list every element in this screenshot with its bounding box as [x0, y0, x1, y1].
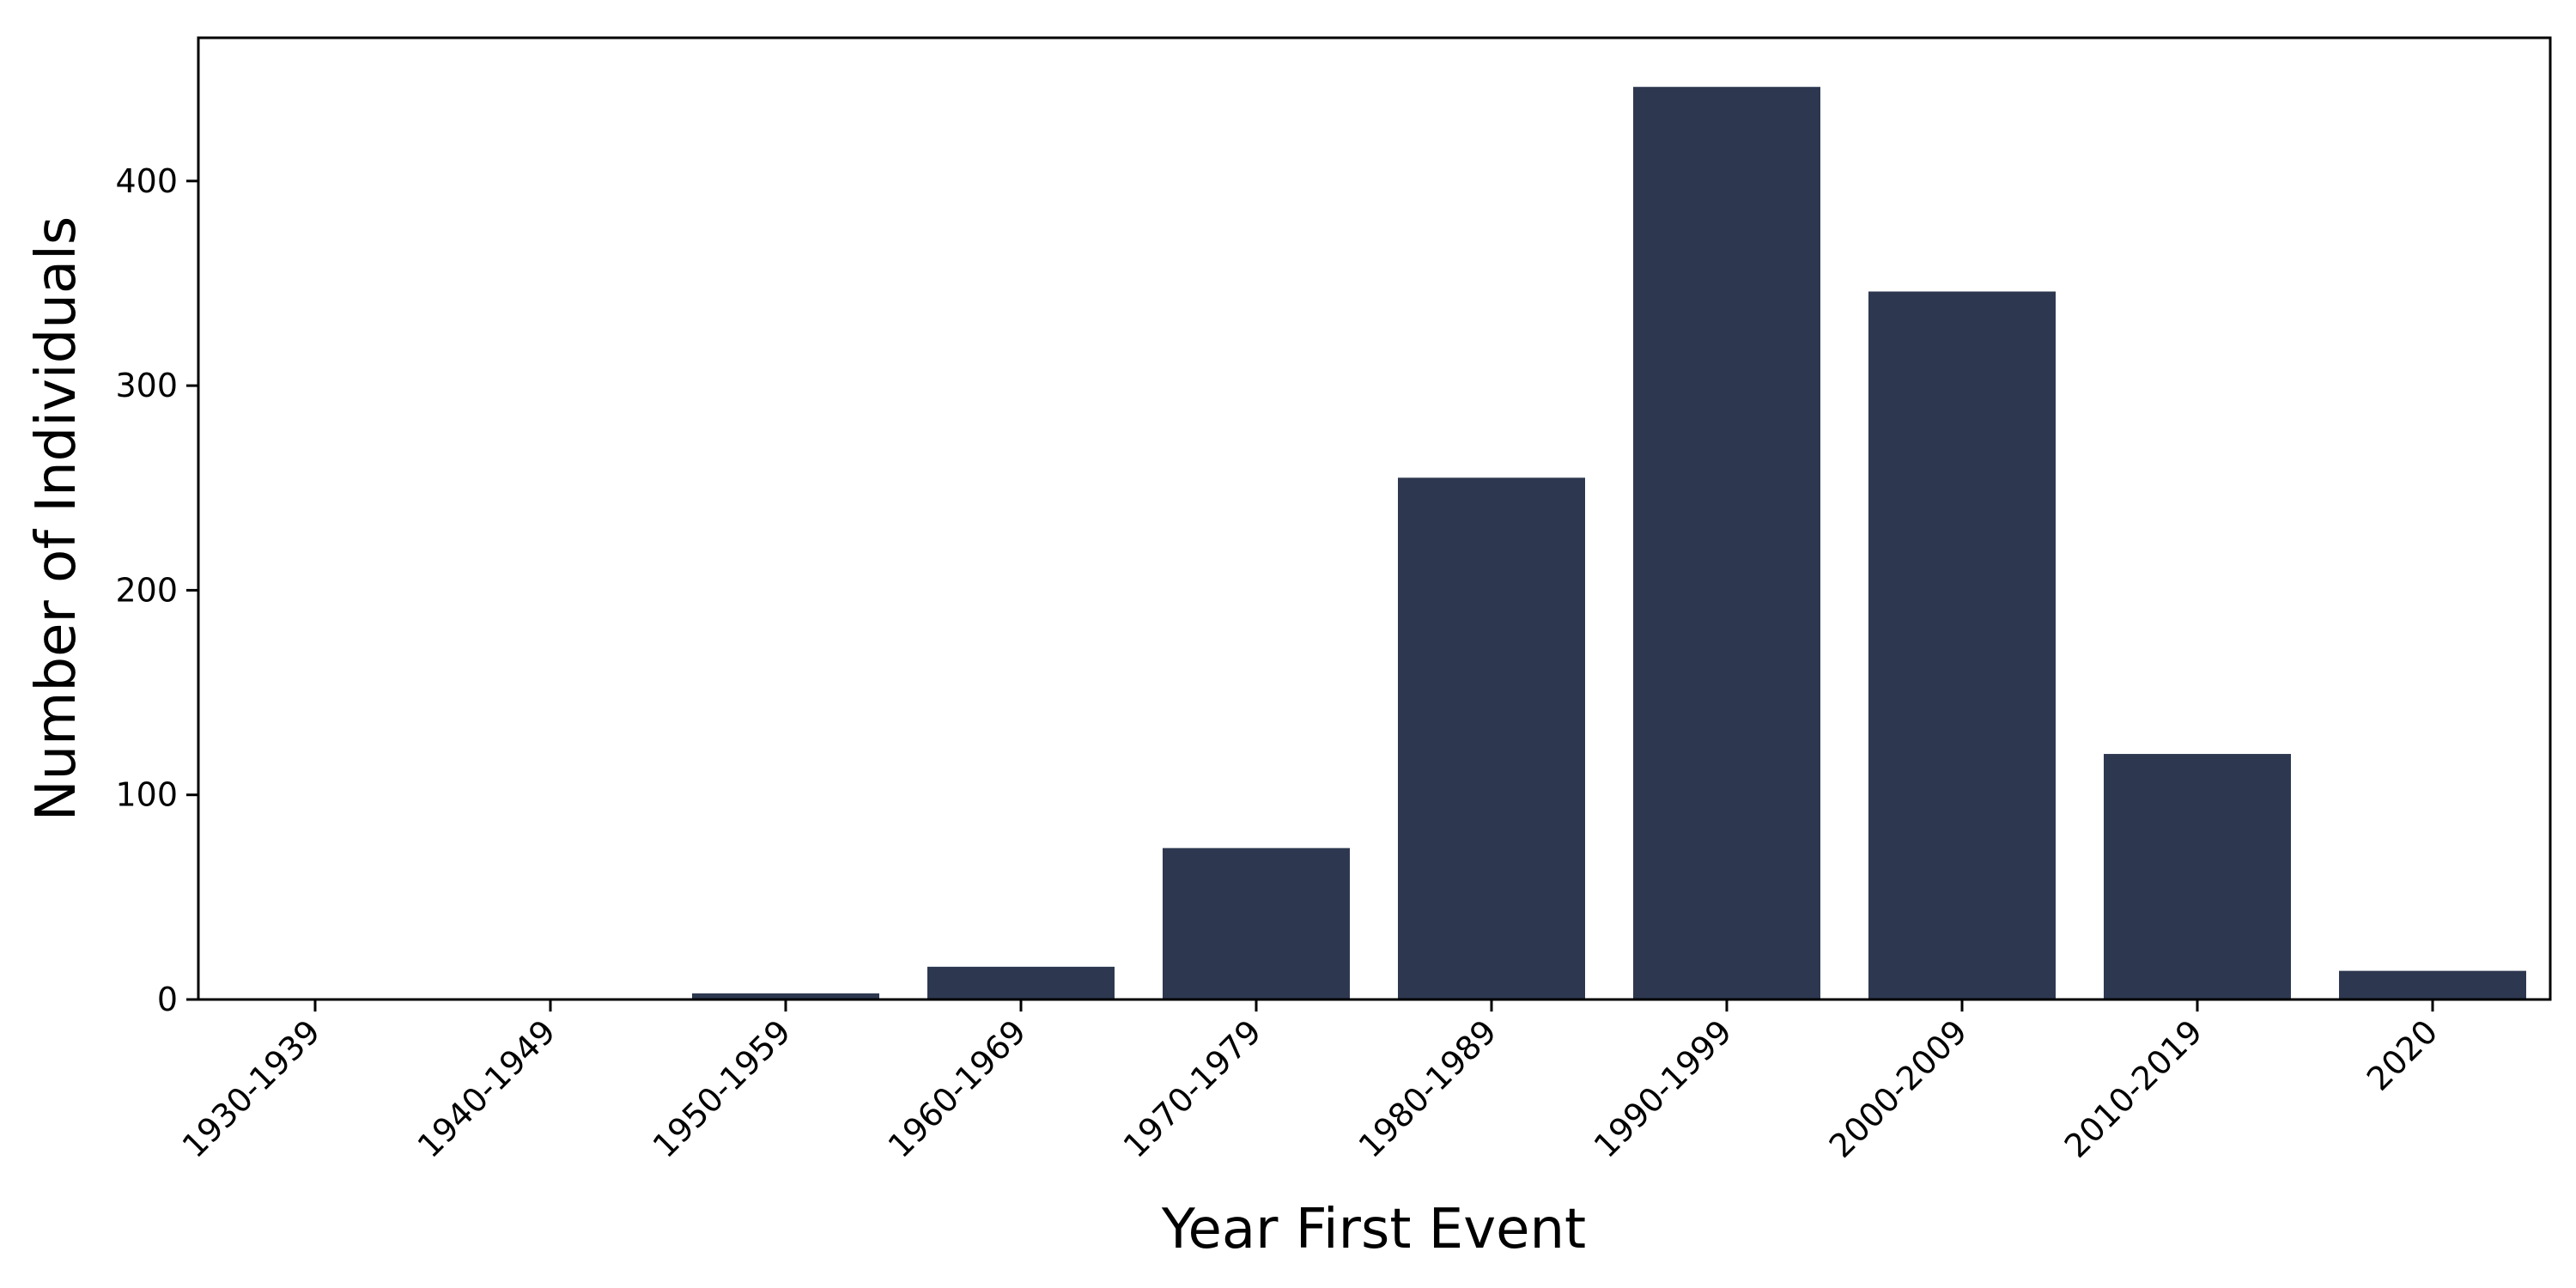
bar-1970-1979 — [1163, 848, 1350, 999]
bar-1980-1989 — [1398, 477, 1585, 999]
x-tick-label: 2000-2009 — [1822, 1012, 1975, 1165]
y-tick-label: 300 — [115, 367, 178, 404]
x-tick-label: 1930-1939 — [175, 1012, 328, 1165]
y-axis-ticks: 0 100 200 300 400 — [115, 162, 198, 1018]
x-tick-label: 1950-1959 — [646, 1012, 799, 1165]
plot-frame — [197, 36, 2552, 1001]
bar-2010-2019 — [2104, 754, 2291, 999]
bar-1950-1959 — [692, 993, 879, 999]
y-tick-label: 200 — [115, 571, 178, 609]
bar-1960-1969 — [927, 966, 1115, 999]
y-tick-label: 100 — [115, 776, 178, 814]
x-tick-label: 2010-2019 — [2057, 1012, 2210, 1165]
x-tick-label: 1940-1949 — [410, 1012, 563, 1165]
bar-2000-2009 — [1868, 291, 2056, 999]
x-tick-label: 2020 — [2360, 1012, 2445, 1098]
x-tick-label: 1960-1969 — [881, 1012, 1034, 1165]
y-tick-label: 0 — [157, 981, 178, 1018]
y-tick-label: 400 — [115, 162, 178, 200]
x-tick-label: 1970-1979 — [1116, 1012, 1269, 1165]
y-axis-title: Number of Individuals — [25, 216, 88, 822]
x-axis-ticks: 1930-1939 1940-1949 1950-1959 1960-1969 1970… — [175, 999, 2445, 1165]
bar-2020 — [2339, 970, 2526, 999]
x-tick-label: 1980-1989 — [1352, 1012, 1504, 1165]
x-axis-title: Year First Event — [1161, 1198, 1586, 1261]
x-tick-label: 1990-1999 — [1587, 1012, 1740, 1165]
bar-1990-1999 — [1633, 87, 1820, 999]
bars-group — [692, 87, 2526, 999]
